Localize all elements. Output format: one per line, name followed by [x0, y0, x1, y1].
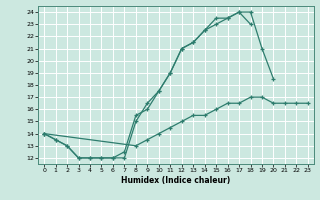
X-axis label: Humidex (Indice chaleur): Humidex (Indice chaleur)	[121, 176, 231, 185]
